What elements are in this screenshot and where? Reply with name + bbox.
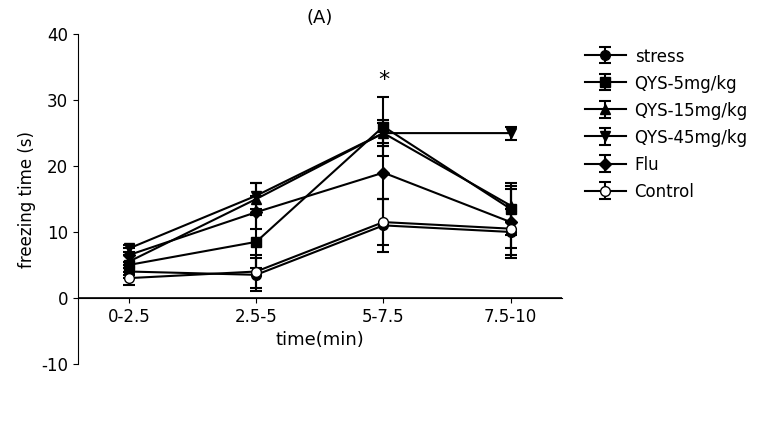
Legend: stress, QYS-5mg/kg, QYS-15mg/kg, QYS-45mg/kg, Flu, Control: stress, QYS-5mg/kg, QYS-15mg/kg, QYS-45m… — [580, 42, 753, 206]
X-axis label: time(min): time(min) — [275, 331, 364, 349]
Title: (A): (A) — [307, 9, 333, 27]
Y-axis label: freezing time (s): freezing time (s) — [18, 131, 36, 268]
Text: *: * — [378, 70, 389, 90]
